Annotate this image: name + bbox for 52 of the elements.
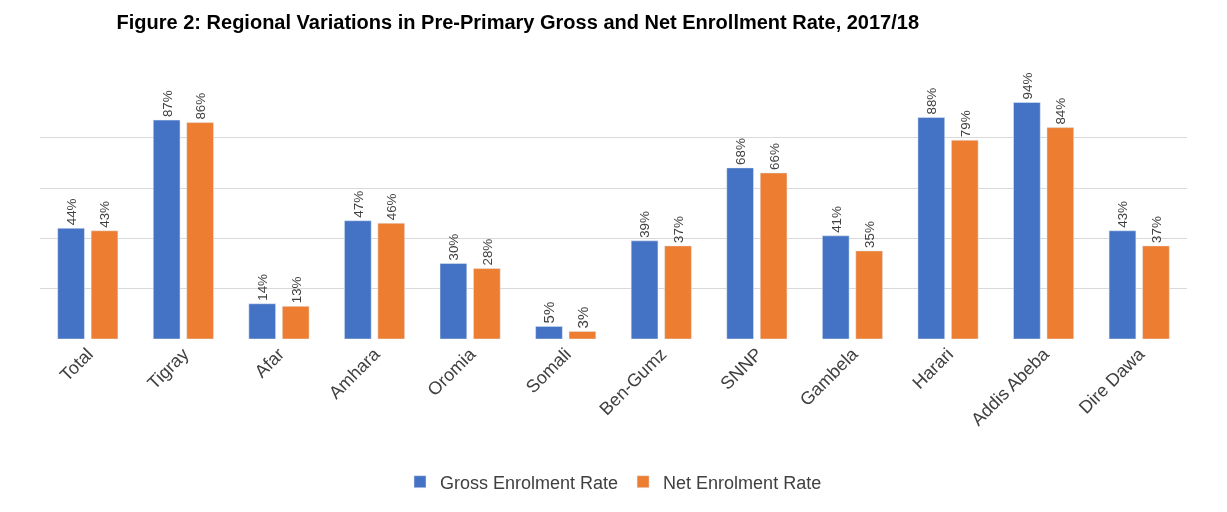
- bar: [951, 139, 979, 339]
- chart-title: Figure 2: Regional Variations in Pre-Primary Gross and Net Enrollment Rate, 2017/18: [116, 11, 920, 34]
- data-label: 37%: [670, 216, 686, 243]
- bar: [248, 303, 276, 339]
- bar: [153, 119, 181, 339]
- data-label: 43%: [97, 200, 113, 228]
- bar: [1013, 102, 1041, 339]
- bar: [568, 331, 597, 339]
- bar: [473, 268, 501, 339]
- data-label: 68%: [733, 138, 749, 165]
- data-label: 14%: [255, 273, 271, 301]
- data-label: 87%: [159, 90, 175, 118]
- bar: [90, 230, 119, 339]
- data-label: 86%: [193, 92, 208, 120]
- data-label: 84%: [1053, 97, 1069, 125]
- data-label: 66%: [766, 143, 782, 170]
- data-label: 3%: [573, 306, 591, 329]
- data-label: 5%: [540, 301, 558, 324]
- bar: [1046, 127, 1074, 339]
- data-label: 41%: [828, 205, 844, 233]
- bar: [822, 235, 850, 339]
- data-label: 39%: [637, 210, 653, 238]
- data-label: 94%: [1019, 72, 1035, 100]
- bar: [1142, 245, 1170, 339]
- data-label: 30%: [446, 233, 462, 261]
- data-label: 79%: [957, 110, 973, 138]
- bar: [726, 167, 754, 339]
- bar: [664, 245, 692, 339]
- x-tick-label: Afar: [250, 344, 289, 382]
- bar: [377, 222, 405, 339]
- bar: [344, 220, 372, 339]
- bar: [855, 250, 883, 339]
- data-label: 44%: [63, 198, 79, 226]
- data-label: 28%: [479, 238, 495, 266]
- bar: [630, 240, 659, 339]
- data-label: 13%: [288, 276, 304, 304]
- bar: [439, 263, 468, 339]
- bar: [1108, 230, 1137, 339]
- bar: [186, 122, 214, 339]
- bar: [57, 228, 85, 339]
- data-label: 47%: [350, 190, 366, 218]
- bar: [535, 326, 563, 339]
- data-label: 35%: [862, 221, 878, 248]
- data-label: 37%: [1148, 216, 1164, 243]
- bar: [759, 172, 788, 339]
- legend-label: Net Enrolment Rate: [663, 472, 822, 493]
- data-label: 88%: [924, 87, 940, 115]
- bar: [282, 306, 310, 339]
- data-label: 46%: [384, 193, 400, 221]
- bar: [917, 117, 945, 339]
- data-label: 43%: [1115, 200, 1131, 228]
- legend-label: Gross Enrolment Rate: [440, 472, 619, 493]
